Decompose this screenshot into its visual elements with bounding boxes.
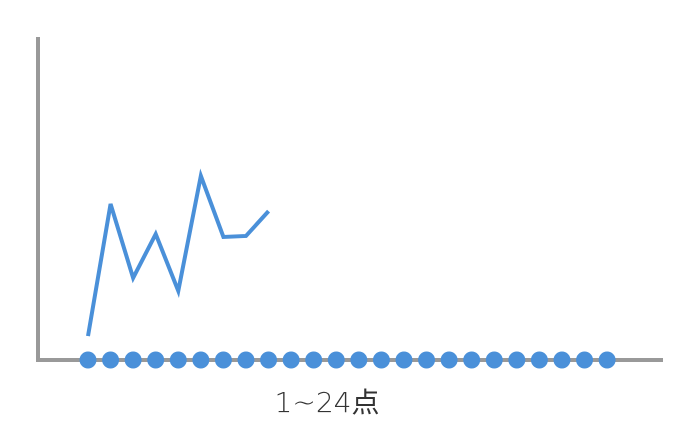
x-tick-dot [169,351,187,369]
x-tick-dot [192,351,210,369]
x-tick-dot [260,351,278,369]
x-tick-dot [350,351,368,369]
x-tick-dot [463,351,481,369]
x-tick-dot [147,351,165,369]
x-tick-dot [440,351,458,369]
x-tick-dot [237,351,255,369]
x-tick-dot [508,351,526,369]
x-tick-dot [395,351,413,369]
x-tick-dot [553,351,571,369]
x-tick-dot [372,351,390,369]
x-tick-dot [530,351,548,369]
x-tick-dot [305,351,323,369]
x-tick-dot [327,351,345,369]
x-tick-dot [79,351,97,369]
x-tick-dot [282,351,300,369]
x-tick-dot [214,351,232,369]
x-tick-dot [124,351,142,369]
x-tick-dot [418,351,436,369]
x-axis-label: 1~24点 [275,386,380,419]
x-tick-dot [576,351,594,369]
x-tick-dot [102,351,120,369]
x-tick-dot [485,351,503,369]
x-tick-dot [598,351,616,369]
line-series [86,168,271,337]
